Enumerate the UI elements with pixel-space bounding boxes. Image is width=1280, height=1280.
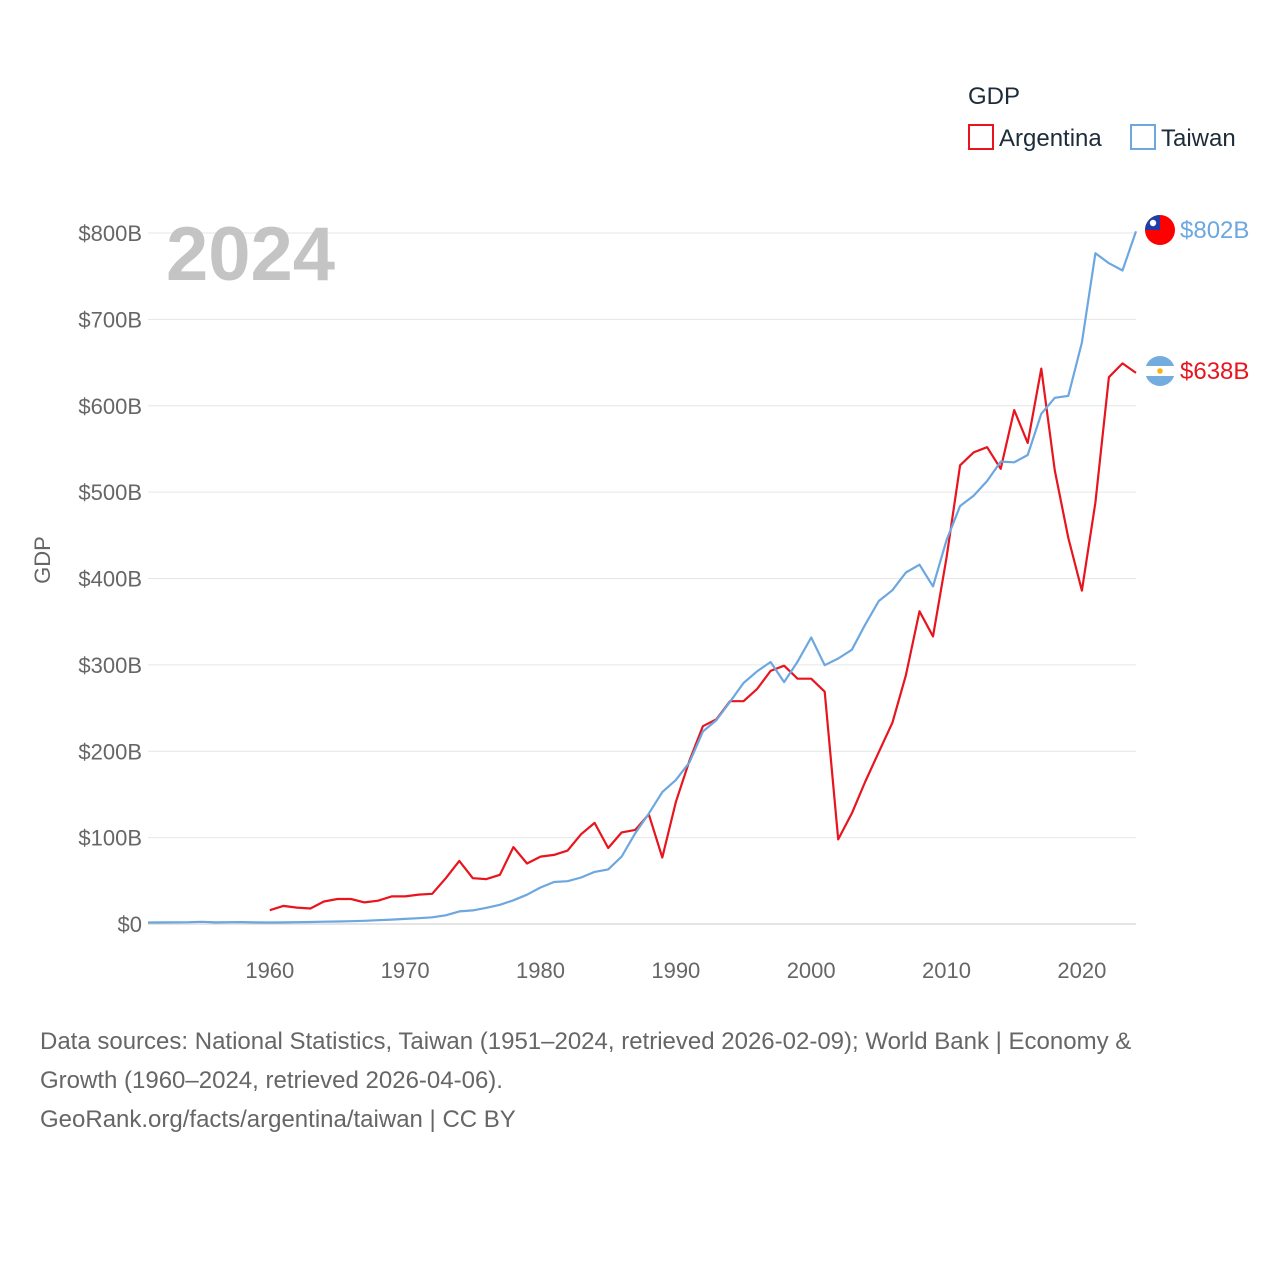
y-tick-label: $100B [78,826,142,851]
x-tick-label: 1970 [381,958,430,983]
x-tick-label: 2000 [787,958,836,983]
legend-swatch-taiwan [1130,124,1156,150]
legend-label-taiwan: Taiwan [1161,125,1236,152]
x-tick-label: 1990 [651,958,700,983]
legend-swatch-argentina [968,124,994,150]
y-tick-label: $600B [78,394,142,419]
source-note: Data sources: National Statistics, Taiwa… [40,1022,1240,1139]
end-value-taiwan: $802B [1180,217,1249,244]
legend-item-argentina[interactable]: Argentina [968,124,1102,152]
y-tick-label: $300B [78,653,142,678]
source-line-1: Data sources: National Statistics, Taiwa… [40,1028,1132,1055]
taiwan-flag-icon [1145,215,1175,245]
x-axis-ticks: 1960 1970 1980 1990 2000 2010 2020 [245,958,1106,983]
end-value-argentina: $638B [1180,358,1249,385]
end-label-argentina: $638B [1145,356,1249,386]
series-line-taiwan[interactable] [147,230,1138,924]
y-tick-label: $800B [78,221,142,246]
year-watermark: 2024 [166,212,335,297]
x-tick-label: 2020 [1057,958,1106,983]
y-axis-title: GDP [30,536,55,584]
x-tick-label: 1980 [516,958,565,983]
series-lines [147,230,1138,924]
end-label-taiwan: $802B [1145,215,1249,245]
x-tick-label: 1960 [245,958,294,983]
y-tick-label: $700B [78,307,142,332]
y-tick-label: $0 [118,912,142,937]
argentina-flag-icon [1145,356,1175,386]
legend-item-taiwan[interactable]: Taiwan [1130,124,1236,152]
legend-title: GDP [968,83,1020,110]
y-tick-label: $200B [78,739,142,764]
gridlines [148,232,1136,839]
source-line-3: GeoRank.org/facts/argentina/taiwan | CC … [40,1106,516,1133]
y-tick-label: $500B [78,480,142,505]
series-line-argentina[interactable] [269,362,1137,912]
legend: GDP Argentina Taiwan [968,83,1236,152]
y-axis-ticks: $0 $100B $200B $300B $400B $500B $600B $700B $80… [78,221,142,937]
gdp-line-chart: $0 $100B $200B $300B $400B $500B $600B $700B $80… [30,83,1249,983]
y-tick-label: $400B [78,567,142,592]
x-tick-label: 2010 [922,958,971,983]
legend-label-argentina: Argentina [999,125,1102,152]
source-line-2: Growth (1960–2024, retrieved 2026-04-06)… [40,1067,503,1094]
